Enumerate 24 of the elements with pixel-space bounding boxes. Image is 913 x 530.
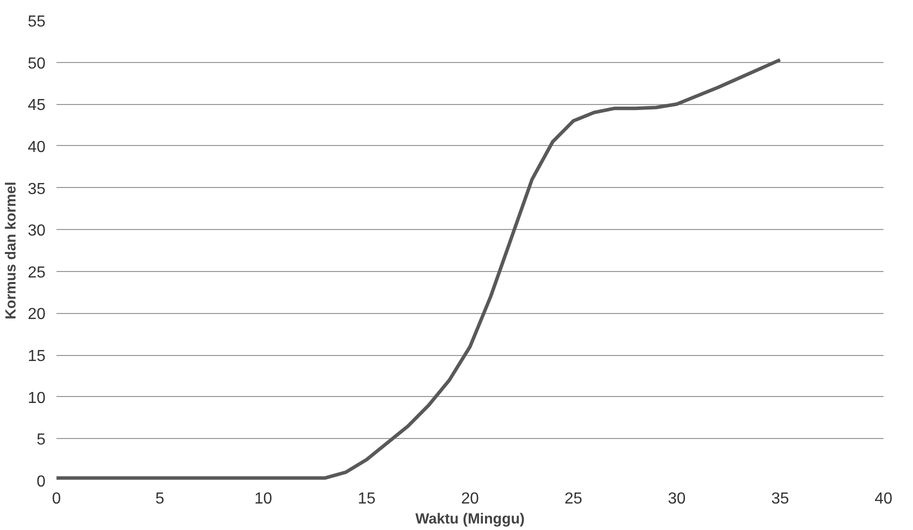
y-tick-label: 20 [28,306,46,324]
x-tick-label: 0 [52,490,62,508]
y-tick-label: 15 [28,348,46,366]
x-tick-label: 30 [668,490,686,508]
y-axis-title: Kormus dan kormel [4,182,20,320]
x-tick-label: 10 [254,490,272,508]
x-tick-label: 5 [155,490,164,508]
x-tick-label: 40 [874,490,892,508]
y-tick-label: 45 [28,97,46,114]
x-axis-title: Waktu (Minggu) [415,512,525,528]
x-tick-label: 15 [358,490,376,508]
y-tick-label: 10 [28,390,46,407]
y-tick-label: 55 [28,14,46,30]
x-tick-label: 20 [461,490,479,508]
y-tick-label: 0 [36,474,46,490]
y-tick-label: 30 [28,222,46,240]
line-series [56,58,782,480]
x-tick-label: 35 [771,490,790,508]
y-tick-label: 25 [28,264,46,282]
y-tick-label: 40 [28,138,46,156]
x-tick-label: 25 [564,490,582,508]
y-tick-label: 35 [28,180,46,198]
y-tick-label: 5 [36,432,46,449]
y-tick-label: 50 [28,55,46,72]
